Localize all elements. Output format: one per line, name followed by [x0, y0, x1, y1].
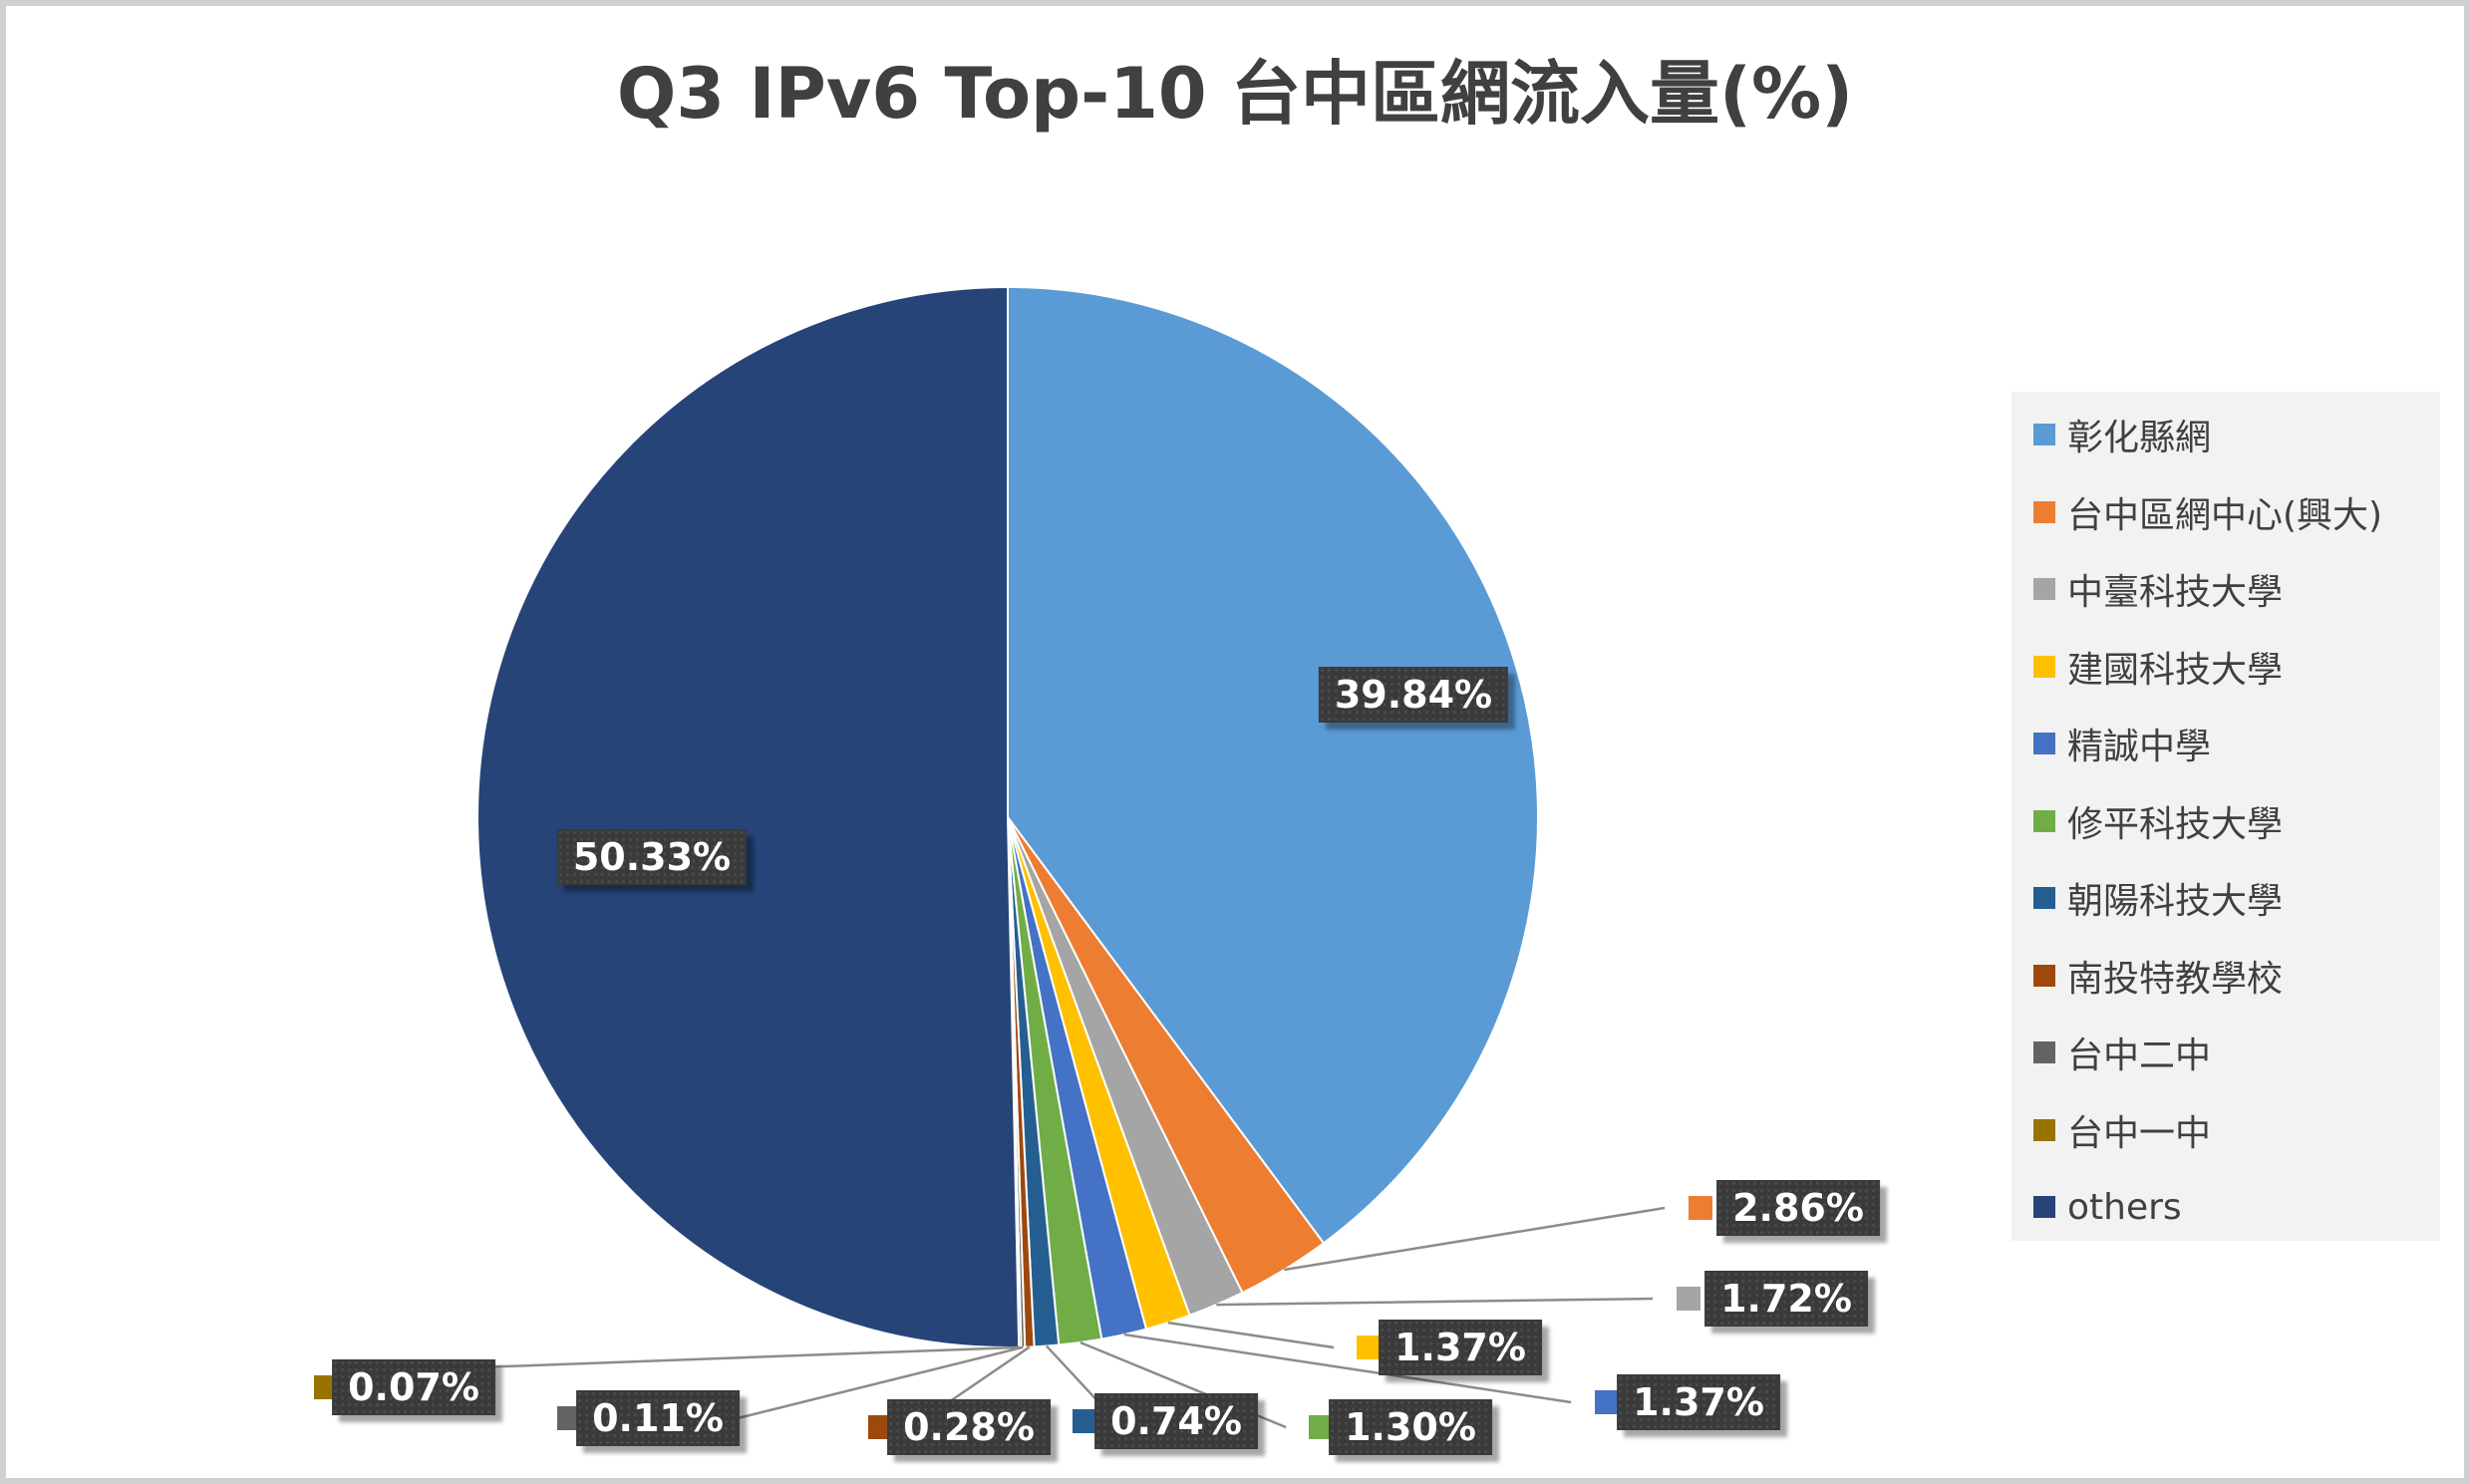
data-label-key-1 — [1689, 1196, 1712, 1220]
legend-item-9: 台中一中 — [2033, 1100, 2211, 1160]
data-label-0: 39.84% — [1318, 667, 1509, 723]
data-label-7: 0.28% — [887, 1399, 1051, 1455]
legend-item-1: 台中區網中心(興大) — [2033, 482, 2382, 542]
leader-line-2 — [1216, 1297, 1654, 1307]
leader-line-9 — [477, 1345, 1021, 1369]
data-label-9: 0.07% — [332, 1359, 495, 1415]
data-label-key-3 — [1357, 1336, 1381, 1359]
legend-swatch-1 — [2033, 500, 2055, 523]
data-label-1: 2.86% — [1716, 1180, 1880, 1236]
data-label-8: 0.11% — [576, 1390, 740, 1446]
legend-label-6: 朝陽科技大學 — [2067, 881, 2284, 922]
pie-slice-10 — [475, 285, 1021, 1348]
data-label-key-2 — [1677, 1287, 1700, 1311]
legend-label-8: 台中二中 — [2067, 1036, 2212, 1076]
legend-label-7: 南投特教學校 — [2067, 958, 2284, 1000]
legend-swatch-3 — [2033, 655, 2055, 678]
legend-swatch-6 — [2033, 887, 2055, 909]
legend-item-2: 中臺科技大學 — [2033, 559, 2283, 619]
data-label-2: 1.72% — [1704, 1271, 1868, 1327]
data-label-3: 1.37% — [1379, 1320, 1542, 1375]
legend-swatch-7 — [2033, 964, 2055, 987]
leader-line-1 — [1284, 1206, 1666, 1272]
legend-swatch-10 — [2033, 1196, 2055, 1218]
data-label-key-5 — [1309, 1415, 1333, 1439]
legend-swatch-8 — [2033, 1041, 2055, 1063]
pie-slice-0 — [1007, 285, 1540, 1245]
data-label-10: 50.33% — [556, 829, 748, 885]
chart-title: Q3 IPv6 Top-10 台中區網流入量(%) — [616, 53, 1854, 135]
leader-line-4 — [1123, 1333, 1572, 1404]
data-label-5: 1.30% — [1329, 1399, 1492, 1455]
legend: 彰化縣網台中區網中心(興大) 中臺科技大學 建國科技大學 精誠中學修平科技大學 朝陽科技… — [2011, 392, 2440, 1241]
legend-swatch-0 — [2033, 424, 2055, 445]
legend-label-1: 台中區網中心(興大) — [2067, 494, 2383, 536]
legend-label-0: 彰化縣網 — [2067, 418, 2212, 458]
legend-item-8: 台中二中 — [2033, 1023, 2211, 1082]
legend-item-6: 朝陽科技大學 — [2033, 868, 2283, 928]
legend-label-10: others — [2067, 1186, 2182, 1228]
leader-line-3 — [1167, 1321, 1335, 1349]
data-label-key-4 — [1595, 1390, 1619, 1414]
data-label-6: 0.74% — [1094, 1393, 1258, 1449]
legend-label-2: 中臺科技大學 — [2067, 572, 2284, 613]
legend-swatch-4 — [2033, 733, 2055, 754]
legend-label-5: 修平科技大學 — [2067, 803, 2284, 845]
legend-swatch-9 — [2033, 1118, 2055, 1141]
legend-item-7: 南投特教學校 — [2033, 946, 2283, 1006]
legend-item-10: others — [2033, 1177, 2182, 1237]
legend-item-5: 修平科技大學 — [2033, 791, 2283, 851]
leader-line-5 — [1080, 1340, 1287, 1429]
legend-item-4: 精誠中學 — [2033, 714, 2211, 773]
legend-label-4: 精誠中學 — [2067, 727, 2212, 767]
data-label-key-6 — [1073, 1409, 1096, 1433]
legend-label-3: 建國科技大學 — [2067, 649, 2284, 691]
legend-swatch-2 — [2033, 578, 2055, 600]
leader-line-8 — [737, 1345, 1024, 1420]
data-label-4: 1.37% — [1617, 1374, 1780, 1430]
legend-item-3: 建國科技大學 — [2033, 637, 2283, 697]
legend-item-0: 彰化縣網 — [2033, 405, 2211, 464]
legend-swatch-5 — [2033, 809, 2055, 832]
legend-label-9: 台中一中 — [2067, 1112, 2212, 1154]
